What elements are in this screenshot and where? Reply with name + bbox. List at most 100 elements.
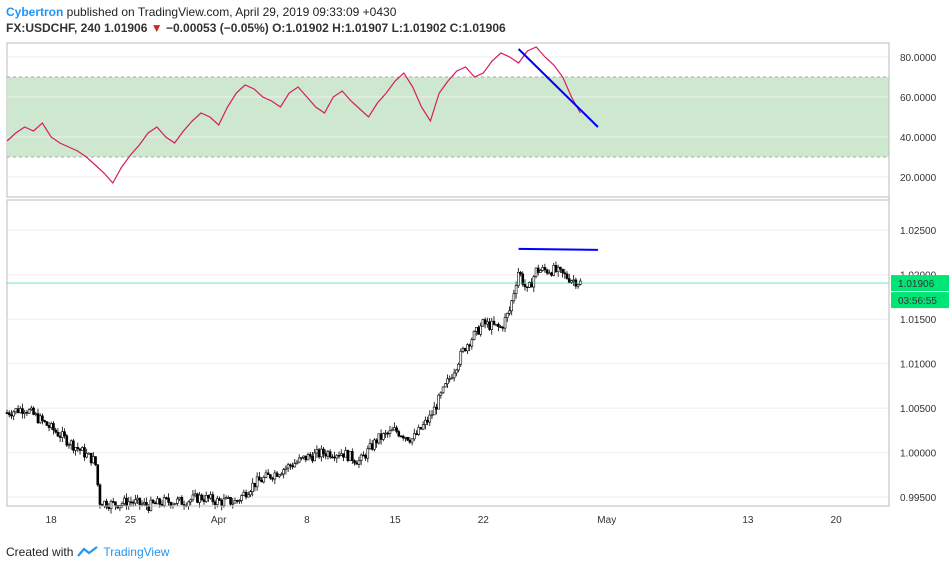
candle [200,493,204,502]
candle [269,473,272,480]
candle [85,448,88,459]
candle [21,403,24,419]
last-price: 1.01906 [104,21,148,35]
candle [523,279,527,291]
candle-body [457,363,460,371]
candle-body [176,498,179,504]
candle [490,317,494,335]
candle [510,299,513,316]
candle-body [10,414,13,417]
candle [300,456,303,461]
candle [459,348,463,367]
candle-body [543,267,547,271]
candle-body [58,435,62,438]
time-tick-label: 13 [742,515,754,526]
price-tick-label: 1.01000 [900,360,937,371]
candle-body [552,265,556,276]
time-tick-label: 25 [125,515,137,526]
candle-body [510,300,513,312]
candle [266,469,270,475]
candle-body [308,454,312,457]
candle [406,436,409,442]
candle-body [306,454,310,461]
candle-body [297,457,301,463]
candle-body [539,270,542,273]
candle [293,458,297,468]
candle [297,454,301,464]
candle-body [342,453,345,458]
candle [120,501,124,509]
candle-body [107,506,111,509]
candle-body [512,293,516,302]
candle-body [302,455,305,458]
candle-body [479,325,482,335]
candle-body [468,344,471,347]
last-price-marker [891,275,949,292]
candle-body [118,504,122,509]
candle-body [123,497,126,504]
candle-body [293,463,297,468]
candle-body [264,472,268,478]
candle [251,478,254,497]
tradingview-brand[interactable]: TradingView [103,545,170,559]
candle-body [362,454,365,457]
candle-body [455,369,458,374]
candle-body [548,272,551,275]
candle-body [260,479,263,483]
candle [149,496,153,512]
candle [67,442,71,449]
candle [388,425,392,438]
candle-body [52,423,55,431]
candle-body [452,372,456,379]
candle-body [295,461,299,464]
candle [211,491,215,505]
candle-body [326,451,330,457]
candle-body [390,429,394,432]
candle [348,451,352,461]
candle [428,410,432,426]
candle-body [446,378,449,385]
candle-body [240,495,243,501]
candle [308,452,312,460]
candle-body [417,427,421,435]
candle-body [12,411,15,417]
candle [359,453,363,466]
candle-body [556,266,560,272]
candle-body [227,497,230,499]
candle-body [277,474,281,477]
candle-body [178,496,181,500]
candle-body [435,406,438,410]
candle [264,469,268,479]
candle-body [111,501,115,503]
candle [7,410,11,418]
candle [41,413,44,425]
candle-body [244,491,248,498]
rsi-line [6,46,581,185]
candle-body [41,415,44,421]
candle-body [160,503,164,506]
candle-body [441,386,445,394]
candle [497,322,500,332]
price-change: −0.00053 (−0.05%) [166,21,269,35]
candle-body [251,482,254,492]
candle-body [36,413,40,424]
candle [98,483,102,509]
candle [381,432,385,442]
candle-body [180,496,184,505]
candle-body [85,453,88,458]
candle-body [508,310,511,314]
rsi-tick-label: 60.0000 [900,93,937,104]
candle-body [443,383,447,388]
candle [96,464,100,487]
candle [72,438,75,454]
candle-body [386,432,390,435]
candle-body [339,453,343,456]
candle [295,459,299,465]
author-name[interactable]: Cybertron [6,5,64,19]
candle-body [570,280,573,283]
candle-body [147,505,150,511]
candle-body [94,456,97,465]
published-text: published on TradingView.com, April 29, … [63,5,397,19]
candle [351,448,354,464]
